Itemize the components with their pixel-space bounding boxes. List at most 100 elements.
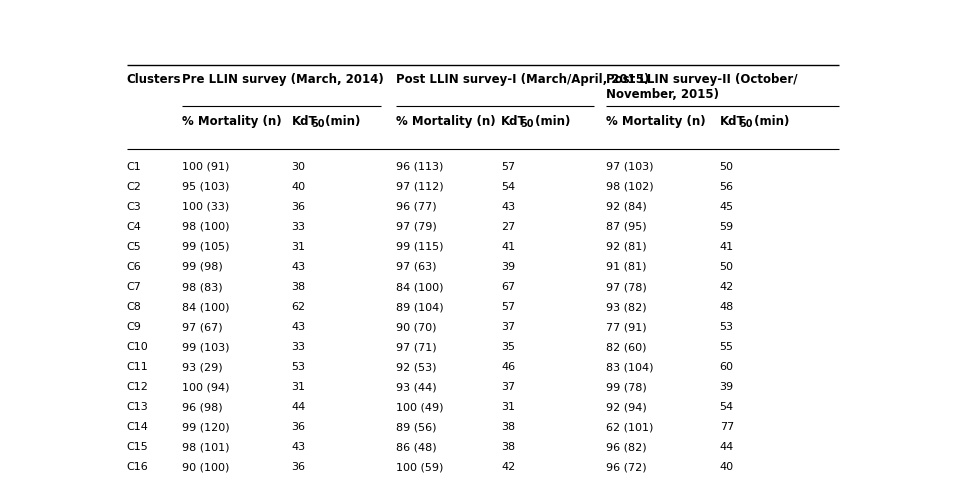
- Text: C16: C16: [127, 462, 149, 472]
- Text: 96 (113): 96 (113): [396, 162, 443, 172]
- Text: 40: 40: [292, 182, 305, 192]
- Text: 50: 50: [720, 162, 733, 172]
- Text: 59: 59: [720, 222, 734, 232]
- Text: 30: 30: [292, 162, 305, 172]
- Text: 57: 57: [501, 302, 515, 312]
- Text: 99 (120): 99 (120): [183, 422, 230, 432]
- Text: C15: C15: [127, 442, 149, 452]
- Text: 55: 55: [720, 342, 733, 352]
- Text: 96 (77): 96 (77): [396, 202, 437, 212]
- Text: 97 (103): 97 (103): [606, 162, 653, 172]
- Text: 53: 53: [720, 322, 733, 332]
- Text: C13: C13: [127, 402, 149, 412]
- Text: 48: 48: [720, 302, 734, 312]
- Text: Clusters: Clusters: [127, 73, 182, 86]
- Text: 90 (100): 90 (100): [183, 462, 230, 472]
- Text: 98 (83): 98 (83): [183, 282, 223, 292]
- Text: 36: 36: [292, 462, 305, 472]
- Text: 46: 46: [501, 362, 515, 372]
- Text: 36: 36: [292, 422, 305, 432]
- Text: 53: 53: [292, 362, 305, 372]
- Text: 50: 50: [720, 262, 733, 272]
- Text: 31: 31: [501, 402, 515, 412]
- Text: 97 (79): 97 (79): [396, 222, 437, 232]
- Text: 33: 33: [292, 222, 305, 232]
- Text: (min): (min): [750, 115, 789, 128]
- Text: 91 (81): 91 (81): [606, 262, 646, 272]
- Text: 50: 50: [311, 119, 325, 129]
- Text: KdT: KdT: [720, 115, 746, 128]
- Text: C1: C1: [127, 162, 141, 172]
- Text: 38: 38: [501, 422, 515, 432]
- Text: 77: 77: [720, 422, 734, 432]
- Text: 57: 57: [501, 162, 515, 172]
- Text: 92 (81): 92 (81): [606, 242, 646, 252]
- Text: KdT: KdT: [292, 115, 317, 128]
- Text: 100 (94): 100 (94): [183, 382, 230, 392]
- Text: 42: 42: [501, 462, 515, 472]
- Text: 92 (84): 92 (84): [606, 202, 646, 212]
- Text: 33: 33: [292, 342, 305, 352]
- Text: 96 (72): 96 (72): [606, 462, 646, 472]
- Text: 84 (100): 84 (100): [183, 302, 230, 312]
- Text: 89 (104): 89 (104): [396, 302, 444, 312]
- Text: 92 (53): 92 (53): [396, 362, 437, 372]
- Text: (min): (min): [322, 115, 360, 128]
- Text: C6: C6: [127, 262, 141, 272]
- Text: 92 (94): 92 (94): [606, 402, 646, 412]
- Text: 97 (63): 97 (63): [396, 262, 437, 272]
- Text: 89 (56): 89 (56): [396, 422, 437, 432]
- Text: 99 (103): 99 (103): [183, 342, 230, 352]
- Text: C11: C11: [127, 362, 149, 372]
- Text: 98 (101): 98 (101): [183, 442, 230, 452]
- Text: 41: 41: [720, 242, 734, 252]
- Text: 100 (91): 100 (91): [183, 162, 230, 172]
- Text: C4: C4: [127, 222, 142, 232]
- Text: 62 (101): 62 (101): [606, 422, 653, 432]
- Text: 42: 42: [720, 282, 734, 292]
- Text: 97 (78): 97 (78): [606, 282, 646, 292]
- Text: 37: 37: [501, 322, 515, 332]
- Text: 99 (78): 99 (78): [606, 382, 646, 392]
- Text: 36: 36: [292, 202, 305, 212]
- Text: Post LLIN survey-II (October/
November, 2015): Post LLIN survey-II (October/ November, …: [606, 73, 797, 101]
- Text: 43: 43: [292, 442, 305, 452]
- Text: 43: 43: [292, 322, 305, 332]
- Text: (min): (min): [531, 115, 570, 128]
- Text: 45: 45: [720, 202, 734, 212]
- Text: C2: C2: [127, 182, 142, 192]
- Text: C14: C14: [127, 422, 149, 432]
- Text: 83 (104): 83 (104): [606, 362, 653, 372]
- Text: 43: 43: [292, 262, 305, 272]
- Text: C3: C3: [127, 202, 141, 212]
- Text: 100 (59): 100 (59): [396, 462, 443, 472]
- Text: 44: 44: [720, 442, 734, 452]
- Text: 43: 43: [501, 202, 515, 212]
- Text: 99 (115): 99 (115): [396, 242, 443, 252]
- Text: 56: 56: [720, 182, 733, 192]
- Text: 41: 41: [501, 242, 515, 252]
- Text: 98 (100): 98 (100): [183, 222, 230, 232]
- Text: 90 (70): 90 (70): [396, 322, 437, 332]
- Text: 100 (33): 100 (33): [183, 202, 229, 212]
- Text: 39: 39: [720, 382, 734, 392]
- Text: C10: C10: [127, 342, 149, 352]
- Text: 84 (100): 84 (100): [396, 282, 443, 292]
- Text: 44: 44: [292, 402, 305, 412]
- Text: 67: 67: [501, 282, 515, 292]
- Text: C5: C5: [127, 242, 141, 252]
- Text: % Mortality (n): % Mortality (n): [396, 115, 496, 128]
- Text: 95 (103): 95 (103): [183, 182, 230, 192]
- Text: C12: C12: [127, 382, 149, 392]
- Text: 31: 31: [292, 382, 305, 392]
- Text: 97 (67): 97 (67): [183, 322, 223, 332]
- Text: 99 (98): 99 (98): [183, 262, 223, 272]
- Text: 54: 54: [720, 402, 734, 412]
- Text: 60: 60: [720, 362, 733, 372]
- Text: 31: 31: [292, 242, 305, 252]
- Text: 97 (71): 97 (71): [396, 342, 437, 352]
- Text: C8: C8: [127, 302, 142, 312]
- Text: 54: 54: [501, 182, 515, 192]
- Text: 93 (44): 93 (44): [396, 382, 437, 392]
- Text: KdT: KdT: [501, 115, 526, 128]
